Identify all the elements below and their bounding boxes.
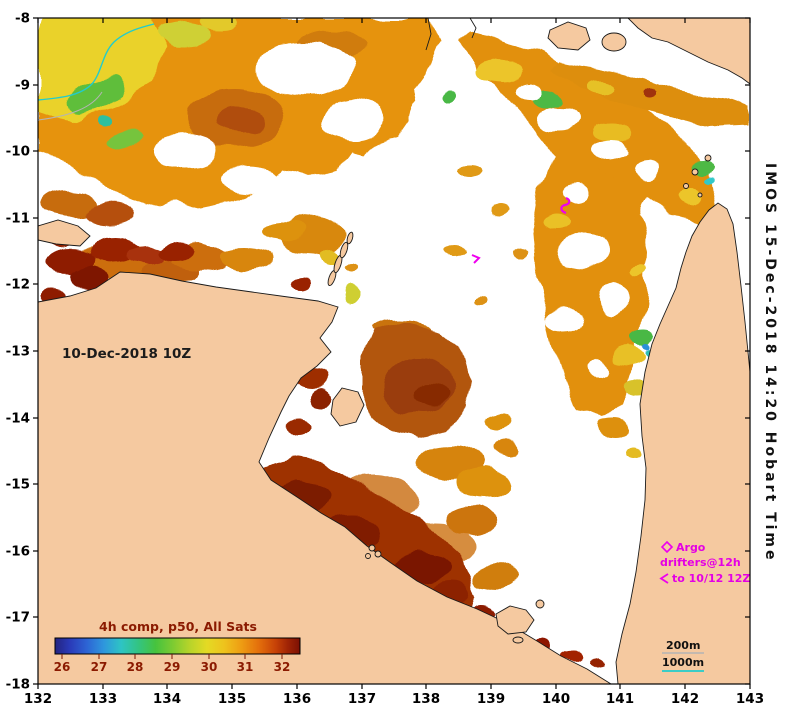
colorbar-tick-label: 32 — [274, 660, 291, 674]
x-tick-label: 138 — [412, 691, 440, 707]
x-tick-label: 134 — [153, 691, 181, 707]
argo-legend: Argo drifters@12h to 10/12 12Z — [659, 540, 750, 585]
depth-legend: 200m 1000m — [662, 639, 704, 672]
drifter-track-marker — [560, 196, 571, 215]
argo-diamond-icon — [660, 540, 674, 554]
land-yos-sudarso-island — [547, 21, 591, 51]
drifter-arrow-icon — [659, 573, 669, 584]
x-tick-label: 143 — [736, 691, 764, 707]
colorbar-tick-label: 28 — [127, 660, 144, 674]
y-tick-label: -17 — [6, 610, 30, 626]
x-tick-label: 137 — [348, 691, 376, 707]
land-cobourg-peninsula — [38, 219, 91, 247]
colorbar-tick-marks — [61, 654, 283, 659]
bathymetry-200m-contour — [38, 91, 103, 121]
drifters-legend-line2: to 10/12 12Z — [672, 572, 750, 585]
x-tick-label: 142 — [671, 691, 699, 707]
colorbar-tick-label: 27 — [91, 660, 108, 674]
land-ng-islet — [601, 32, 627, 52]
coastline-fragments — [425, 18, 477, 51]
colorbar-title: 4h comp, p50, All Sats — [99, 619, 257, 634]
land-layer — [38, 18, 750, 684]
y-tick-label: -13 — [6, 344, 30, 360]
depth-200m-label: 200m — [666, 639, 700, 652]
bathymetry-1000m-contour — [38, 23, 155, 101]
islands-wellesley — [495, 599, 545, 644]
colorbar-tick-label: 31 — [237, 660, 254, 674]
x-tick-label: 136 — [283, 691, 311, 707]
y-tick-label: -10 — [6, 144, 30, 160]
x-tick-label: 140 — [542, 691, 570, 707]
y-tick-label: -12 — [6, 277, 30, 293]
y-tick-label: -8 — [15, 11, 30, 27]
land-cape-york — [615, 202, 750, 684]
islands-torres-strait — [683, 154, 712, 198]
drifters-legend-line1: drifters@12h — [660, 556, 741, 569]
colorbar-tick-label: 26 — [54, 660, 71, 674]
x-tick-label: 141 — [606, 691, 634, 707]
island-groote-eylandt — [330, 387, 365, 427]
y-axis-labels: -8 -9 -10 -11 -12 -13 -14 -15 -16 -17 -1… — [6, 11, 30, 693]
y-tick-label: -9 — [15, 78, 30, 94]
x-tick-label: 139 — [477, 691, 505, 707]
argo-legend-label: Argo — [676, 541, 706, 554]
x-axis-labels: 132 133 134 135 136 137 138 139 140 141 … — [24, 691, 764, 707]
y-tick-label: -16 — [6, 544, 30, 560]
x-tick-label: 135 — [218, 691, 246, 707]
colorbar: 4h comp, p50, All Sats 26 27 28 29 30 31… — [54, 619, 301, 674]
axis-tick-marks — [33, 17, 751, 689]
colorbar-gradient — [54, 637, 301, 655]
side-caption: IMOS 15-Dec-2018 14:20 Hobart Time — [762, 163, 778, 563]
y-tick-label: -11 — [6, 211, 30, 227]
y-tick-label: -15 — [6, 477, 30, 493]
islands-pellew — [365, 544, 382, 559]
colorbar-tick-label: 29 — [164, 660, 181, 674]
y-tick-label: -18 — [6, 677, 30, 693]
argo-float-marker — [471, 254, 481, 264]
x-tick-label: 132 — [24, 691, 52, 707]
x-tick-label: 133 — [89, 691, 117, 707]
colorbar-tick-label: 30 — [201, 660, 218, 674]
depth-1000m-label: 1000m — [662, 656, 704, 669]
land-new-guinea — [627, 18, 750, 85]
y-tick-label: -14 — [6, 411, 30, 427]
date-label: 10-Dec-2018 10Z — [62, 346, 191, 362]
islands-wessel — [327, 231, 354, 287]
